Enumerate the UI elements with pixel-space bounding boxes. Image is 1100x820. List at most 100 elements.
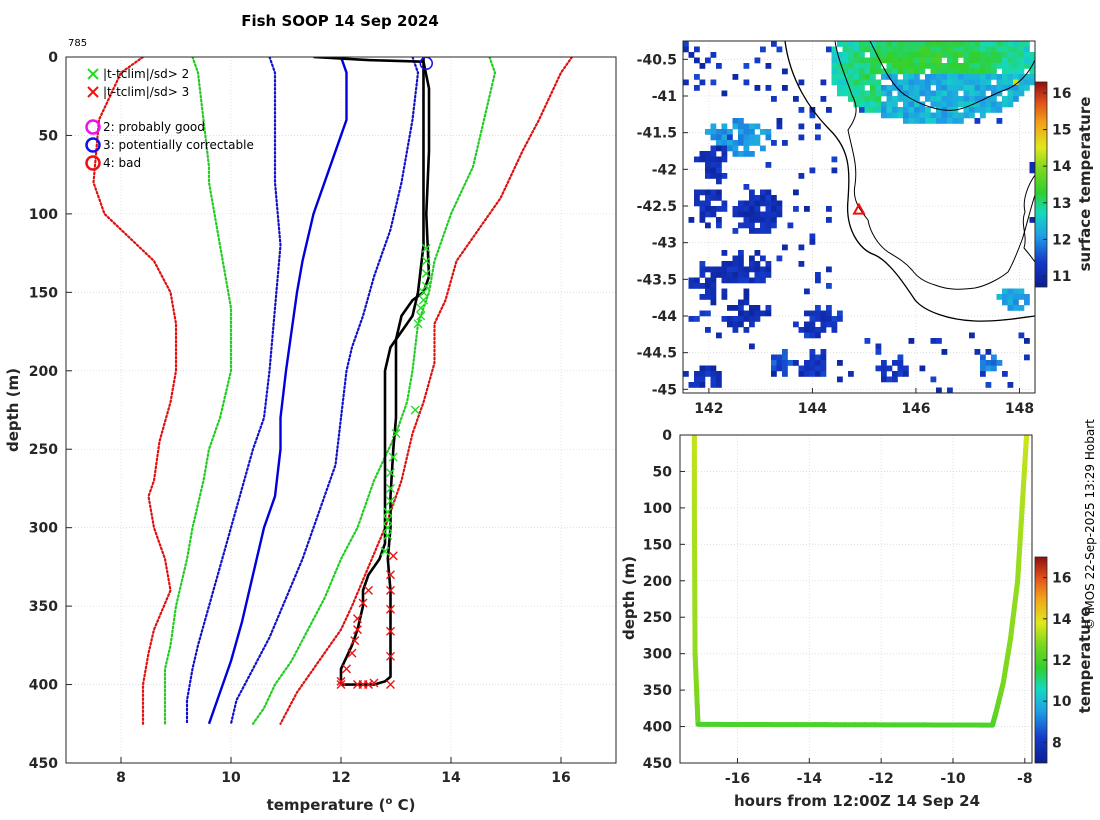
- map-sst-pixel: [864, 41, 871, 47]
- map-sst-pixel: [820, 79, 827, 86]
- map-sst-pixel: [694, 57, 700, 64]
- map-sst-pixel: [919, 68, 926, 75]
- map-sst-pixel: [721, 316, 728, 322]
- map-sst-pixel: [760, 145, 766, 152]
- map-sst-pixel: [947, 57, 953, 64]
- map-x-tick-label: 142: [694, 401, 723, 417]
- profile-red-cross-marker: [336, 680, 346, 690]
- map-sst-pixel: [991, 63, 997, 69]
- map-sst-pixel: [699, 294, 706, 300]
- map-sst-pixel: [743, 206, 750, 212]
- map-sst-pixel: [765, 189, 772, 196]
- map-sst-pixel: [710, 382, 717, 388]
- map-sst-pixel: [809, 371, 816, 377]
- map-sst-pixel: [969, 85, 975, 91]
- map-sst-pixel: [749, 316, 755, 322]
- legend-qc-2: 2: probably good: [85, 119, 205, 135]
- map-sst-pixel: [991, 85, 997, 91]
- profile-red-cross-marker: [350, 636, 360, 646]
- map-sst-pixel: [991, 57, 997, 64]
- profile-red-cross-marker: [386, 651, 395, 661]
- profile-red-cross-marker: [364, 585, 373, 595]
- map-sst-pixel: [974, 63, 981, 69]
- map-sst-pixel: [738, 310, 744, 317]
- map-sst-pixel: [732, 123, 739, 130]
- map-sst-pixel: [991, 46, 997, 53]
- map-sst-pixel: [1018, 57, 1025, 64]
- map-sst-pixel: [842, 90, 849, 97]
- map-sst-pixel: [925, 96, 931, 102]
- map-sst-pixel: [765, 85, 772, 91]
- map-sst-pixel: [776, 46, 783, 53]
- profile-y-tick-label: 400: [29, 678, 58, 694]
- map-sst-pixel: [815, 360, 821, 366]
- profile-y-axis-label: depth (m): [4, 368, 22, 452]
- map-sst-pixel: [732, 277, 739, 284]
- map-y-tick-label: -45: [652, 382, 677, 398]
- map-sst-pixel: [710, 129, 717, 135]
- profile-red-cross-marker: [347, 648, 357, 658]
- map-sst-pixel: [974, 74, 981, 80]
- profile-series-clim-mean-low: [185, 57, 282, 725]
- map-sst-pixel: [798, 371, 805, 377]
- map-sst-pixel: [897, 360, 904, 366]
- drop-id-label: 785: [68, 38, 87, 49]
- map-sst-pixel: [837, 52, 843, 58]
- map-sst-pixel: [985, 46, 992, 53]
- map-sst-pixel: [1007, 46, 1014, 53]
- map-sst-pixel: [908, 46, 915, 53]
- map-sst-pixel: [820, 96, 827, 102]
- map-sst-pixel: [870, 63, 876, 69]
- map-sst-pixel: [705, 156, 711, 163]
- map-sst-pixel: [958, 118, 964, 124]
- map-sst-pixel: [947, 63, 953, 69]
- map-sst-pixel: [738, 129, 744, 135]
- map-sst-pixel: [804, 206, 810, 212]
- map-sst-pixel: [738, 118, 744, 124]
- map-sst-pixel: [699, 211, 706, 218]
- map-sst-pixel: [820, 327, 827, 333]
- depth-time-colorbar-tick-label: 12: [1052, 653, 1071, 669]
- map-sst-pixel: [980, 41, 986, 47]
- map-sst-pixel: [760, 211, 766, 218]
- map-sst-pixel: [892, 63, 898, 69]
- map-sst-pixel: [881, 365, 887, 372]
- map-sst-pixel: [732, 74, 739, 80]
- map-sst-pixel: [782, 140, 788, 146]
- profile-green-cross-marker: [413, 319, 423, 329]
- map-sst-pixel: [688, 316, 695, 322]
- map-sst-pixel: [760, 228, 766, 234]
- map-sst-pixel: [738, 211, 744, 218]
- profile-green-cross-marker: [421, 243, 431, 253]
- map-sst-pixel: [974, 79, 981, 86]
- map-sst-pixel: [1018, 85, 1025, 91]
- depth-time-y-tick-label: 200: [643, 574, 672, 590]
- map-sst-pixel: [776, 211, 783, 218]
- map-sst-pixel: [721, 250, 728, 256]
- map-sst-pixel: [749, 305, 755, 311]
- map-sst-pixel: [985, 107, 992, 113]
- legend-qc-3: 3: potentially correctable: [85, 137, 254, 153]
- map-sst-pixel: [1029, 162, 1035, 168]
- map-sst-pixel: [738, 123, 744, 130]
- map-sst-pixel: [837, 310, 843, 317]
- map-sst-pixel: [699, 365, 706, 372]
- map-sst-pixel: [908, 112, 915, 119]
- legend-qc-4: 4: bad: [85, 155, 141, 171]
- map-sst-pixel: [963, 68, 970, 75]
- map-sst-pixel: [925, 41, 931, 47]
- map-sst-pixel: [688, 52, 695, 58]
- map-sst-pixel: [754, 266, 761, 273]
- map-sst-pixel: [914, 63, 920, 69]
- map-sst-pixel: [738, 261, 744, 267]
- map-sst-pixel: [958, 41, 964, 47]
- map-sst-pixel: [864, 338, 871, 344]
- map-sst-pixel: [985, 382, 992, 388]
- map-sst-pixel: [710, 272, 717, 278]
- map-sst-pixel: [1024, 52, 1030, 58]
- depth-time-x-tick-label: -10: [940, 771, 966, 787]
- map-sst-pixel: [980, 365, 986, 372]
- map-sst-pixel: [760, 195, 766, 201]
- map-sst-pixel: [1018, 294, 1025, 300]
- map-sst-pixel: [716, 332, 722, 339]
